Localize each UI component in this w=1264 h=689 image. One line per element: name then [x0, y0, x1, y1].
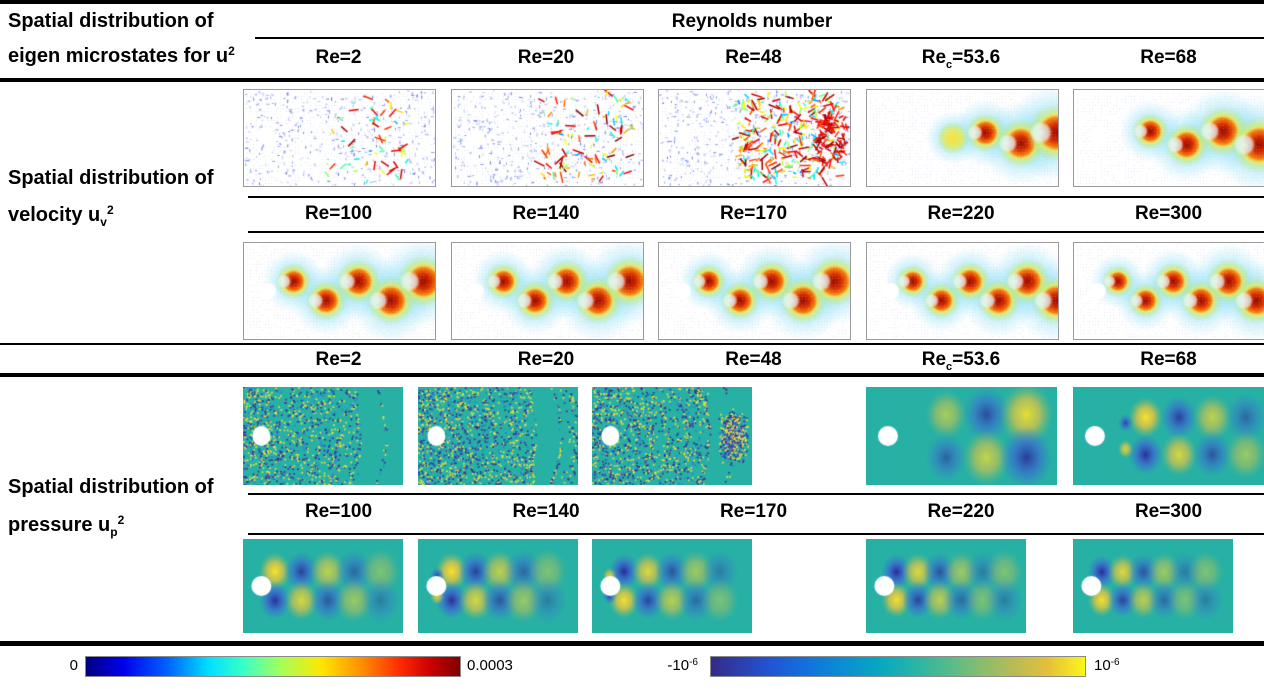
col-header-velocity-row0-rec-53.6: Rec=53.6 [921, 47, 1001, 71]
velocity-re-220-field-image [866, 243, 1058, 339]
col-header-pressure-row0-re-2: Re=2 [315, 349, 362, 370]
velocity-re-300-field-image [1074, 243, 1264, 339]
col-header-pressure-row1-re-140: Re=140 [512, 501, 580, 522]
panel-velocity-re-48 [658, 89, 851, 187]
rule-prs-subheader-top [248, 493, 1264, 495]
panel-velocity-re-220 [865, 242, 1059, 340]
pressure-re-170-field-image [592, 539, 752, 633]
panel-velocity-re-53-6 [865, 89, 1059, 187]
pressure-re-2-field-image [243, 387, 403, 485]
col-header-pressure-row1-re-300: Re=300 [1134, 501, 1203, 522]
corner-label-line1: Spatial distribution of [8, 10, 214, 32]
panel-velocity-re-20 [450, 89, 644, 187]
col-header-pressure-row0-re-20: Re=20 [517, 349, 575, 370]
panel-pressure-re-20 [418, 387, 578, 485]
rule-block-separator-b [0, 373, 1264, 377]
pressure-re-68-field-image [1073, 387, 1264, 485]
velocity-re-20-field-image [451, 90, 643, 186]
pressure-re-300-field-image [1073, 539, 1233, 633]
panel-pressure-re-68 [1073, 387, 1264, 485]
velocity-colorbar-min-label: 0 [69, 657, 78, 674]
panel-velocity-re-300 [1073, 242, 1264, 340]
col-header-pressure-row0-re-48: Re=48 [725, 349, 782, 370]
col-header-pressure-row1-re-100: Re=100 [304, 501, 373, 522]
rule-block-separator-a [0, 343, 1264, 345]
rule-vel-subheader-top [248, 196, 1264, 198]
panel-pressure-re-48 [592, 387, 752, 485]
velocity-re-68-field-image [1074, 90, 1264, 186]
pressure-colorbar-max-label: 10-6 [1094, 657, 1120, 674]
velocity-re-48-field-image [659, 90, 850, 186]
panel-pressure-re-140 [418, 539, 578, 633]
velocity-re-170-field-image [659, 243, 850, 339]
col-header-velocity-row1-re-220: Re=220 [927, 203, 995, 224]
col-header-pressure-row1-re-220: Re=220 [927, 501, 995, 522]
rule-table-bottom [0, 641, 1264, 646]
pressure-re-220-field-image [866, 539, 1026, 633]
panel-pressure-re-220 [866, 539, 1026, 633]
velocity-re-140-field-image [451, 243, 643, 339]
col-header-velocity-row1-re-300: Re=300 [1134, 203, 1203, 224]
col-header-pressure-row1-re-170: Re=170 [719, 501, 788, 522]
panel-pressure-re-2 [243, 387, 403, 485]
pressure-re-140-field-image [418, 539, 578, 633]
rule-header-bottom [0, 78, 1264, 82]
col-header-velocity-row0-re-20: Re=20 [517, 47, 575, 68]
panel-velocity-re-140 [450, 242, 644, 340]
col-header-velocity-row1-re-140: Re=140 [512, 203, 580, 224]
panel-pressure-re-170 [592, 539, 752, 633]
rule-top-border [0, 0, 1264, 4]
col-header-velocity-row0-re-2: Re=2 [315, 47, 362, 68]
col-header-velocity-row0-re-48: Re=48 [725, 47, 782, 68]
corner-label-line2: eigen microstates for u2 [8, 44, 235, 67]
col-header-pressure-row0-re-68: Re=68 [1140, 349, 1197, 370]
velocity-label-line2: velocity uv2 [8, 203, 114, 229]
pressure-label-line2: pressure up2 [8, 513, 125, 539]
pressure-label-line1: Spatial distribution of [8, 476, 214, 498]
panel-velocity-re-2 [243, 89, 436, 187]
panel-velocity-re-100 [243, 242, 436, 340]
velocity-re-53-6-field-image [866, 90, 1058, 186]
col-header-velocity-row1-re-100: Re=100 [304, 203, 373, 224]
panel-velocity-re-68 [1073, 89, 1264, 187]
reynolds-number-header: Reynolds number [671, 11, 833, 32]
panel-pressure-re-300 [1073, 539, 1233, 633]
panel-pressure-re-53-6 [865, 387, 1057, 485]
pressure-re-20-field-image [418, 387, 578, 485]
velocity-re-100-field-image [244, 243, 435, 339]
rule-reynolds-underline [255, 37, 1264, 39]
velocity-label-line1: Spatial distribution of [8, 167, 214, 189]
pressure-re-48-field-image [592, 387, 752, 485]
rule-vel-subheader-bottom [248, 231, 1264, 233]
pressure-re-53-6-field-image [865, 387, 1057, 485]
velocity-re-2-field-image [244, 90, 435, 186]
col-header-velocity-row0-re-68: Re=68 [1140, 47, 1197, 68]
rule-prs-subheader-bottom [248, 533, 1264, 535]
pressure-colorbar-min-label: -10-6 [667, 657, 698, 674]
pressure-colorbar [710, 656, 1086, 677]
pressure-re-100-field-image [243, 539, 403, 633]
col-header-velocity-row1-re-170: Re=170 [719, 203, 788, 224]
col-header-pressure-row0-rec-53.6: Rec=53.6 [921, 349, 1001, 373]
panel-pressure-re-100 [243, 539, 403, 633]
panel-velocity-re-170 [658, 242, 851, 340]
velocity-colorbar-max-label: 0.0003 [467, 657, 513, 674]
velocity-colorbar [85, 656, 461, 677]
